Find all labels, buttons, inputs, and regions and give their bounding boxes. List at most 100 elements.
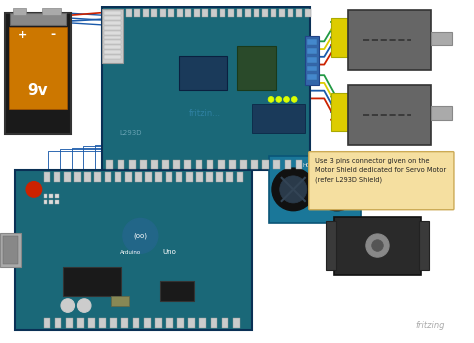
Text: +: + xyxy=(18,29,27,39)
Bar xyxy=(49,200,53,204)
Bar xyxy=(273,161,280,169)
Bar xyxy=(103,36,121,39)
Bar xyxy=(118,161,124,169)
Text: (oo): (oo) xyxy=(133,233,147,239)
Bar xyxy=(348,10,431,70)
Bar xyxy=(210,318,217,328)
Bar xyxy=(305,9,310,17)
Bar xyxy=(144,318,151,328)
Bar xyxy=(155,318,162,328)
Circle shape xyxy=(268,96,274,102)
Circle shape xyxy=(272,168,315,211)
Bar xyxy=(103,31,121,35)
Bar xyxy=(103,21,121,25)
Bar xyxy=(162,161,169,169)
Bar xyxy=(237,9,242,17)
Bar xyxy=(103,16,121,20)
Bar xyxy=(211,9,217,17)
Bar xyxy=(94,172,101,182)
Bar xyxy=(305,36,319,85)
Bar xyxy=(254,9,259,17)
Bar xyxy=(74,172,81,182)
Bar xyxy=(251,161,258,169)
Bar xyxy=(44,200,47,204)
Bar xyxy=(151,9,157,17)
Bar xyxy=(107,161,113,169)
Circle shape xyxy=(276,96,282,102)
Bar xyxy=(103,55,121,59)
Text: Arduino: Arduino xyxy=(120,250,141,255)
Text: Use 3 pins connector given on the
Motor Shield dedicated for Servo Motor
(refer : Use 3 pins connector given on the Motor … xyxy=(315,158,446,183)
Bar xyxy=(219,9,225,17)
Bar xyxy=(358,163,364,169)
Bar xyxy=(63,267,121,296)
Bar xyxy=(307,48,317,54)
Bar xyxy=(271,9,276,17)
Bar xyxy=(105,172,111,182)
Bar xyxy=(228,9,234,17)
Text: Uno: Uno xyxy=(163,249,176,255)
Bar xyxy=(177,9,183,17)
Bar xyxy=(135,172,142,182)
Text: L293D: L293D xyxy=(119,130,142,136)
Bar xyxy=(296,9,302,17)
Bar xyxy=(103,40,121,44)
Bar xyxy=(9,13,66,25)
Text: fritzing: fritzing xyxy=(416,321,445,330)
Bar xyxy=(84,172,91,182)
Bar xyxy=(307,39,317,45)
Bar xyxy=(334,216,421,275)
Bar xyxy=(240,161,247,169)
Bar xyxy=(331,93,348,131)
Text: HC-SR04: HC-SR04 xyxy=(302,163,327,168)
Bar xyxy=(200,318,206,328)
Text: fritzin...: fritzin... xyxy=(189,109,221,118)
Bar xyxy=(358,181,364,187)
Bar xyxy=(419,221,429,270)
Bar xyxy=(218,161,225,169)
Bar xyxy=(55,200,59,204)
Bar xyxy=(262,161,269,169)
Bar xyxy=(307,57,317,63)
Bar xyxy=(54,172,61,182)
Bar xyxy=(296,161,302,169)
Bar xyxy=(188,318,195,328)
Circle shape xyxy=(280,176,307,203)
Bar xyxy=(358,189,364,195)
Bar xyxy=(262,9,268,17)
Bar xyxy=(195,161,202,169)
Bar xyxy=(121,318,128,328)
Bar xyxy=(185,9,191,17)
Bar xyxy=(431,32,452,45)
Bar xyxy=(237,46,276,90)
Bar xyxy=(233,318,239,328)
Bar xyxy=(168,9,174,17)
Bar xyxy=(216,172,223,182)
Bar xyxy=(0,233,21,267)
Bar xyxy=(326,221,336,270)
Bar xyxy=(284,161,292,169)
Bar xyxy=(227,172,233,182)
Bar xyxy=(196,172,203,182)
Bar xyxy=(140,161,146,169)
Bar xyxy=(88,318,95,328)
Bar xyxy=(288,9,293,17)
Bar xyxy=(431,106,452,120)
Bar xyxy=(129,161,136,169)
Bar xyxy=(307,74,317,80)
Bar xyxy=(125,172,132,182)
Bar xyxy=(202,9,208,17)
Bar xyxy=(206,172,213,182)
Circle shape xyxy=(123,218,158,253)
Bar xyxy=(155,172,162,182)
Bar xyxy=(160,281,193,301)
Bar xyxy=(143,9,149,17)
Bar xyxy=(229,161,236,169)
Bar xyxy=(151,161,158,169)
Bar xyxy=(279,9,285,17)
Bar xyxy=(101,9,123,63)
Text: -: - xyxy=(51,28,56,41)
Circle shape xyxy=(366,234,389,257)
Bar xyxy=(245,9,251,17)
Bar xyxy=(356,161,366,199)
